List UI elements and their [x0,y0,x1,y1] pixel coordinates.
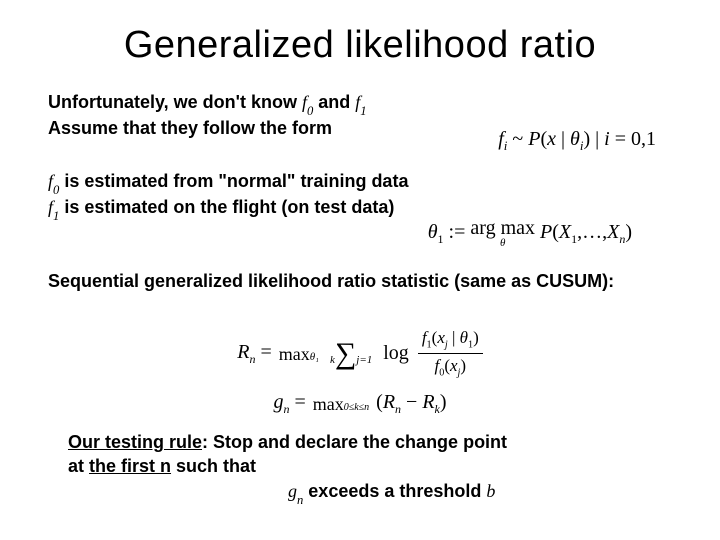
rule-first-n: the first n [89,456,171,476]
gn-symbol: gn [288,481,303,501]
slide: Generalized likelihood ratio Unfortunate… [0,0,720,540]
line1-a: Unfortunately, we don't know [48,92,302,112]
rule-text-3: exceeds a threshold [303,481,486,501]
rule-label: Our testing rule [68,432,202,452]
line1-b: and [313,92,355,112]
formula-fi-distribution: fi ~ P(x | θi) | i = 0,1 [498,128,656,154]
formula-rn: Rn = maxθ₁ k∑j=1 log f1(xj | θ1) f0(xj) [237,328,482,379]
estimation-block: f0 is estimated from "normal" training d… [48,170,672,222]
line3: is estimated from "normal" training data [59,171,408,191]
line4: is estimated on the flight (on test data… [59,197,394,217]
slide-title: Generalized likelihood ratio [48,24,672,67]
formula-gn: gn = max0≤k≤n (Rn − Rk) [273,391,446,417]
f0-symbol: f0 [302,92,313,112]
rule-condition: gn exceeds a threshold b [288,480,672,506]
testing-rule-block: Our testing rule: Stop and declare the c… [68,431,672,506]
statistic-label: Sequential generalized likelihood ratio … [48,270,672,293]
rule-text-2b: such that [171,456,256,476]
formula-theta-argmax: θ1 := arg maxθ P(X1,…,Xn) [428,218,632,249]
center-formula-block: Rn = maxθ₁ k∑j=1 log f1(xj | θ1) f0(xj) … [0,328,720,417]
line2: Assume that they follow the form [48,118,332,138]
b-symbol: b [486,481,495,501]
rule-text-1: : Stop and declare the change point [202,432,507,452]
f1-symbol-2: f1 [48,197,59,217]
f0-symbol-2: f0 [48,171,59,191]
rule-text-2a: at [68,456,89,476]
f1-symbol: f1 [355,92,366,112]
